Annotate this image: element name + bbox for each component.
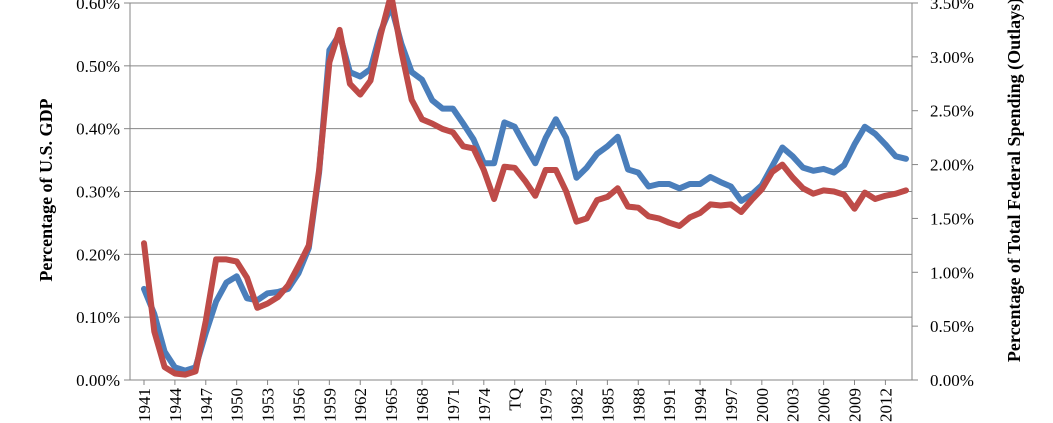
left-y-tick-label: 0.60% — [76, 0, 120, 13]
x-tick-label: TQ — [506, 388, 525, 411]
left-y-tick-label: 0.00% — [76, 371, 120, 390]
x-tick-label: 1982 — [567, 388, 586, 422]
right-y-tick-label: 0.00% — [930, 371, 974, 390]
right-y-tick-label: 2.50% — [930, 102, 974, 121]
right-y-tick-label: 3.00% — [930, 48, 974, 67]
x-tick-labels: 1941 1944 1947 1950 1953 1956 1959 1962 1965 1968… — [135, 388, 895, 423]
x-tick-label: 2006 — [815, 388, 834, 422]
x-tick-label: 1968 — [413, 388, 432, 422]
x-tick-label: 1947 — [197, 388, 216, 423]
axes — [124, 2, 918, 385]
series-line-1 — [141, 3, 909, 374]
right-y-tick-label: 0.50% — [930, 317, 974, 336]
x-tick-label: 1974 — [475, 388, 494, 423]
x-tick-label: 1950 — [228, 388, 247, 422]
x-tick-label: 1994 — [691, 388, 710, 423]
x-tick-label: 1985 — [598, 388, 617, 422]
x-tick-label: 1944 — [166, 388, 185, 423]
left-y-tick-label: 0.50% — [76, 57, 120, 76]
x-tick-label: 1956 — [289, 388, 308, 422]
x-tick-label: 1988 — [629, 388, 648, 422]
left-y-axis-title: Percentage of U.S. GDP — [36, 98, 56, 281]
x-tick-label: 1941 — [135, 388, 154, 422]
right-y-tick-labels: 0.00% 0.50% 1.00% 1.50% 2.00% 2.50% 3.00% 3.50% — [930, 0, 974, 390]
x-tick-label: 2003 — [784, 388, 803, 422]
x-tick-label: 1953 — [259, 388, 278, 422]
series-lines — [141, 0, 909, 378]
x-tick-label: 1991 — [660, 388, 679, 422]
right-y-axis-title: Percentage of Total Federal Spending (Ou… — [1004, 0, 1025, 362]
x-tick-label: 1997 — [722, 388, 741, 423]
left-y-tick-label: 0.20% — [76, 245, 120, 264]
x-tick-label: 2009 — [846, 388, 865, 422]
x-tick-label: 2012 — [876, 388, 895, 422]
right-y-tick-label: 2.00% — [930, 156, 974, 175]
x-tick-label: 2000 — [753, 388, 772, 422]
left-y-tick-labels: 0.00% 0.10% 0.20% 0.30% 0.40% 0.50% 0.60% — [76, 0, 120, 390]
x-tick-label: 1971 — [444, 388, 463, 422]
series-line-2 — [141, 0, 909, 378]
left-y-tick-label: 0.30% — [76, 183, 120, 202]
left-y-tick-label: 0.40% — [76, 120, 120, 139]
x-tick-label: 1965 — [382, 388, 401, 422]
left-y-tick-label: 0.10% — [76, 308, 120, 327]
x-tick-label: 1979 — [537, 388, 556, 422]
x-tick-label: 1962 — [351, 388, 370, 422]
gridlines — [130, 2, 912, 318]
x-tick-label: 1959 — [320, 388, 339, 422]
right-y-tick-label: 1.50% — [930, 209, 974, 228]
right-y-tick-label: 1.00% — [930, 263, 974, 282]
right-y-tick-label: 3.50% — [930, 0, 974, 13]
